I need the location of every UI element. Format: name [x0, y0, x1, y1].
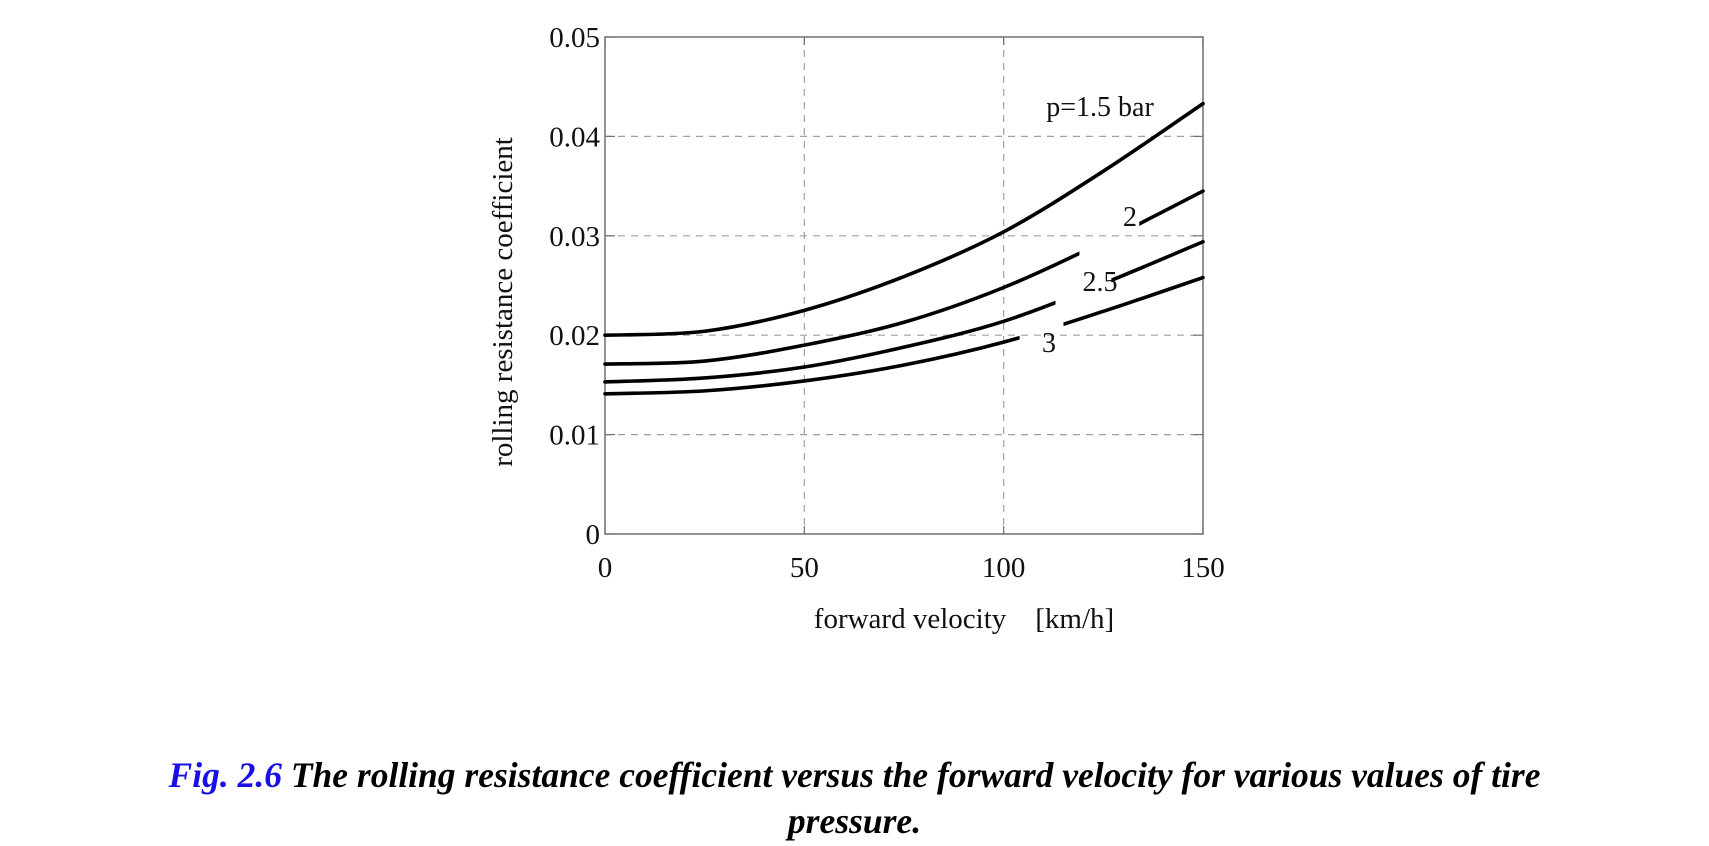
- y-tick-label: 0.02: [549, 320, 600, 352]
- x-tick-label: 0: [598, 552, 613, 584]
- curve-label: 2.5: [1083, 267, 1118, 298]
- curves: [603, 101, 1205, 396]
- curve-labels: p=1.5 bar 2 2.5 3: [1042, 92, 1154, 359]
- y-axis-title: rolling resistance coefficient: [487, 137, 519, 467]
- x-tick-labels: 0 50 100 150: [598, 552, 1225, 584]
- x-tick-label: 100: [982, 552, 1026, 584]
- y-tick-label: 0.04: [549, 121, 600, 153]
- x-axis-title: forward velocity [km/h]: [814, 603, 1114, 635]
- caption-text: The rolling resistance coefficient versu…: [290, 755, 1541, 795]
- caption-line-2: pressure.: [787, 801, 922, 841]
- x-tick-label: 50: [790, 552, 819, 584]
- chart: p=1.5 bar 2 2.5 3 0 50 100 150 0 0.01 0.02 0.03 0.…: [487, 22, 1225, 635]
- curve-p-2-5: [603, 239, 1205, 384]
- y-tick-labels: 0 0.01 0.02 0.03 0.04 0.05: [549, 22, 600, 551]
- curve-p-3: [603, 275, 1205, 396]
- grid-lines: [605, 37, 1203, 534]
- y-tick-label: 0.05: [549, 22, 600, 54]
- curve-label: 3: [1042, 328, 1056, 359]
- figure-number: Fig. 2.6: [168, 755, 282, 795]
- curve-label: 2: [1123, 202, 1137, 233]
- curve-p-2: [603, 189, 1205, 366]
- caption-line-1: Fig. 2.6 The rolling resistance coeffici…: [0, 752, 1709, 798]
- plot-frame: [604, 36, 1204, 535]
- curve-p-1-5: [603, 101, 1205, 337]
- x-tick-label: 150: [1181, 552, 1225, 584]
- curve-label: p=1.5 bar: [1046, 92, 1154, 123]
- figure-caption: Fig. 2.6 The rolling resistance coeffici…: [0, 752, 1709, 844]
- y-tick-label: 0: [586, 519, 601, 551]
- y-tick-label: 0.03: [549, 221, 600, 253]
- y-tick-label: 0.01: [549, 420, 600, 452]
